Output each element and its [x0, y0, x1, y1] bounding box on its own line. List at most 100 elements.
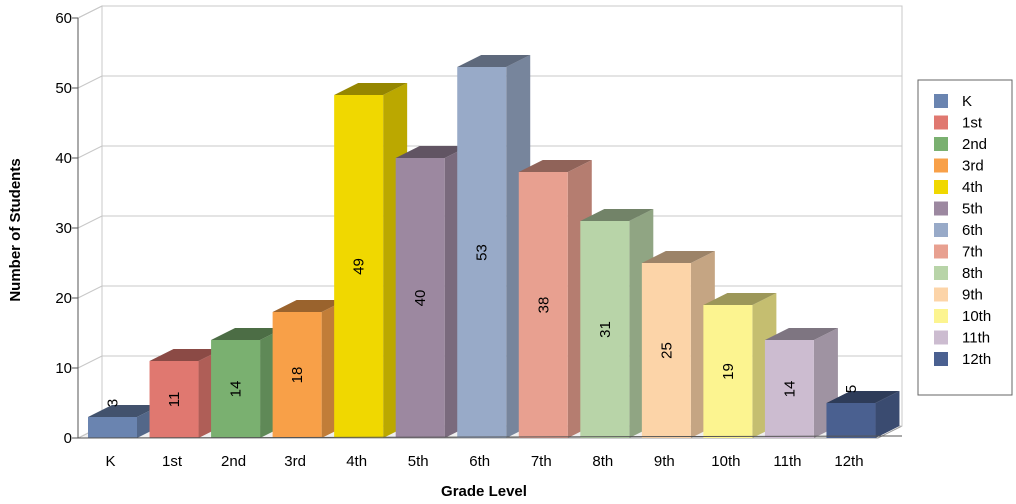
data-label: 31 — [597, 321, 614, 338]
y-tick-label: 60 — [55, 10, 72, 27]
gridline-side — [77, 215, 103, 229]
bar-front — [211, 340, 261, 438]
legend-swatch — [934, 309, 948, 323]
bar-side — [875, 391, 900, 438]
bar-top — [334, 83, 408, 95]
legend-swatch — [934, 287, 948, 302]
bars: 3 11 14 18 49 40 53 38 31 25 19 14 5 — [88, 55, 900, 438]
bar-top — [518, 160, 592, 172]
bar-front — [88, 417, 137, 438]
legend-swatch — [934, 115, 948, 130]
y-tick-label: 0 — [64, 430, 72, 447]
y-tick-label: 10 — [55, 360, 72, 377]
legend-swatch — [934, 158, 948, 173]
x-axis-line — [77, 435, 903, 439]
legend-item: 9th — [934, 287, 983, 304]
bar-top — [272, 300, 346, 312]
data-label: 3 — [105, 399, 122, 407]
legend-item: K — [934, 93, 972, 110]
x-axis-title: Grade Level — [441, 483, 527, 500]
legend-swatch — [934, 244, 948, 259]
legend-item: 10th — [934, 308, 991, 325]
data-label: 5 — [843, 385, 860, 393]
legend-label: 10th — [962, 308, 991, 325]
data-label: 18 — [289, 367, 306, 384]
gridline-side — [77, 145, 103, 159]
legend-item: 8th — [934, 265, 983, 282]
x-tick-label: 4th — [346, 453, 367, 470]
gridline-side — [77, 75, 103, 89]
legend-swatch — [934, 180, 948, 194]
gridline-side — [77, 355, 103, 369]
y-axis: 0 10 20 30 40 50 60 — [55, 10, 79, 447]
bar-top — [395, 146, 469, 158]
bar-top — [88, 405, 161, 417]
bar-6th: 53 — [457, 55, 531, 438]
bar-1st: 11 — [149, 349, 223, 438]
bar-front — [149, 361, 199, 438]
x-tick-label: 7th — [531, 453, 552, 470]
bar-top — [764, 328, 838, 340]
legend-swatch — [934, 266, 948, 280]
legend-item: 1st — [934, 115, 983, 132]
x-tick-label: K — [105, 453, 115, 470]
bar-top — [457, 55, 531, 67]
x-tick-label: 12th — [834, 453, 863, 470]
bar-front — [764, 340, 814, 438]
bar-12th: 5 — [826, 385, 900, 438]
bar-top — [826, 391, 900, 403]
bar-front — [334, 95, 384, 438]
legend-swatch — [934, 330, 948, 345]
legend-label: 8th — [962, 265, 983, 282]
legend-item: 2nd — [934, 136, 987, 153]
x-tick-label: 5th — [408, 453, 429, 470]
y-axis-title: Number of Students — [7, 158, 24, 301]
legend-label: 5th — [962, 201, 983, 218]
legend-label: 9th — [962, 287, 983, 304]
x-tick-label: 2nd — [221, 453, 246, 470]
data-label: 49 — [351, 258, 368, 275]
gridline-side — [77, 285, 103, 299]
legend-swatch — [934, 201, 948, 216]
bar-front — [518, 172, 568, 438]
data-label: 14 — [228, 381, 245, 398]
data-label: 11 — [166, 392, 183, 408]
bar-front — [272, 312, 322, 438]
bar-top — [703, 293, 777, 305]
legend: K 1st 2nd 3rd 4th 5th 6th 7th 8th 9th 10th 11th 12th — [917, 79, 1013, 396]
data-label: 14 — [781, 381, 798, 398]
bar-9th: 25 — [641, 251, 715, 438]
legend-item: 7th — [934, 244, 983, 261]
bar-front — [826, 403, 876, 438]
legend-item: 4th — [934, 179, 983, 196]
x-tick-label: 6th — [469, 453, 490, 470]
data-label: 19 — [720, 363, 737, 380]
x-tick-label: 9th — [654, 453, 675, 470]
bar-front — [703, 305, 753, 438]
x-tick-label: 10th — [711, 453, 740, 470]
y-tick-label: 30 — [55, 220, 72, 237]
y-tick-label: 20 — [55, 290, 72, 307]
x-tick-label: 8th — [592, 453, 613, 470]
legend-label: 7th — [962, 244, 983, 261]
legend-swatch — [934, 223, 948, 237]
legend-swatch — [934, 352, 948, 366]
bar-front — [580, 221, 630, 438]
bar-top — [641, 251, 715, 263]
data-label: 53 — [474, 244, 491, 261]
legend-label: 6th — [962, 222, 983, 239]
bar-10th: 19 — [703, 293, 777, 438]
y-tick-label: 40 — [55, 150, 72, 167]
legend-label: 2nd — [962, 136, 987, 153]
data-label: 38 — [535, 297, 552, 314]
bar-top — [211, 328, 285, 340]
bar-front — [457, 67, 507, 438]
legend-item: 3rd — [934, 158, 984, 175]
legend-label: 3rd — [962, 158, 984, 175]
bar-5th: 40 — [395, 146, 469, 438]
legend-label: 1st — [962, 115, 983, 132]
legend-item: 11th — [934, 330, 990, 347]
bar-front — [641, 263, 691, 438]
data-label: 40 — [412, 290, 429, 307]
legend-swatch — [934, 137, 948, 151]
